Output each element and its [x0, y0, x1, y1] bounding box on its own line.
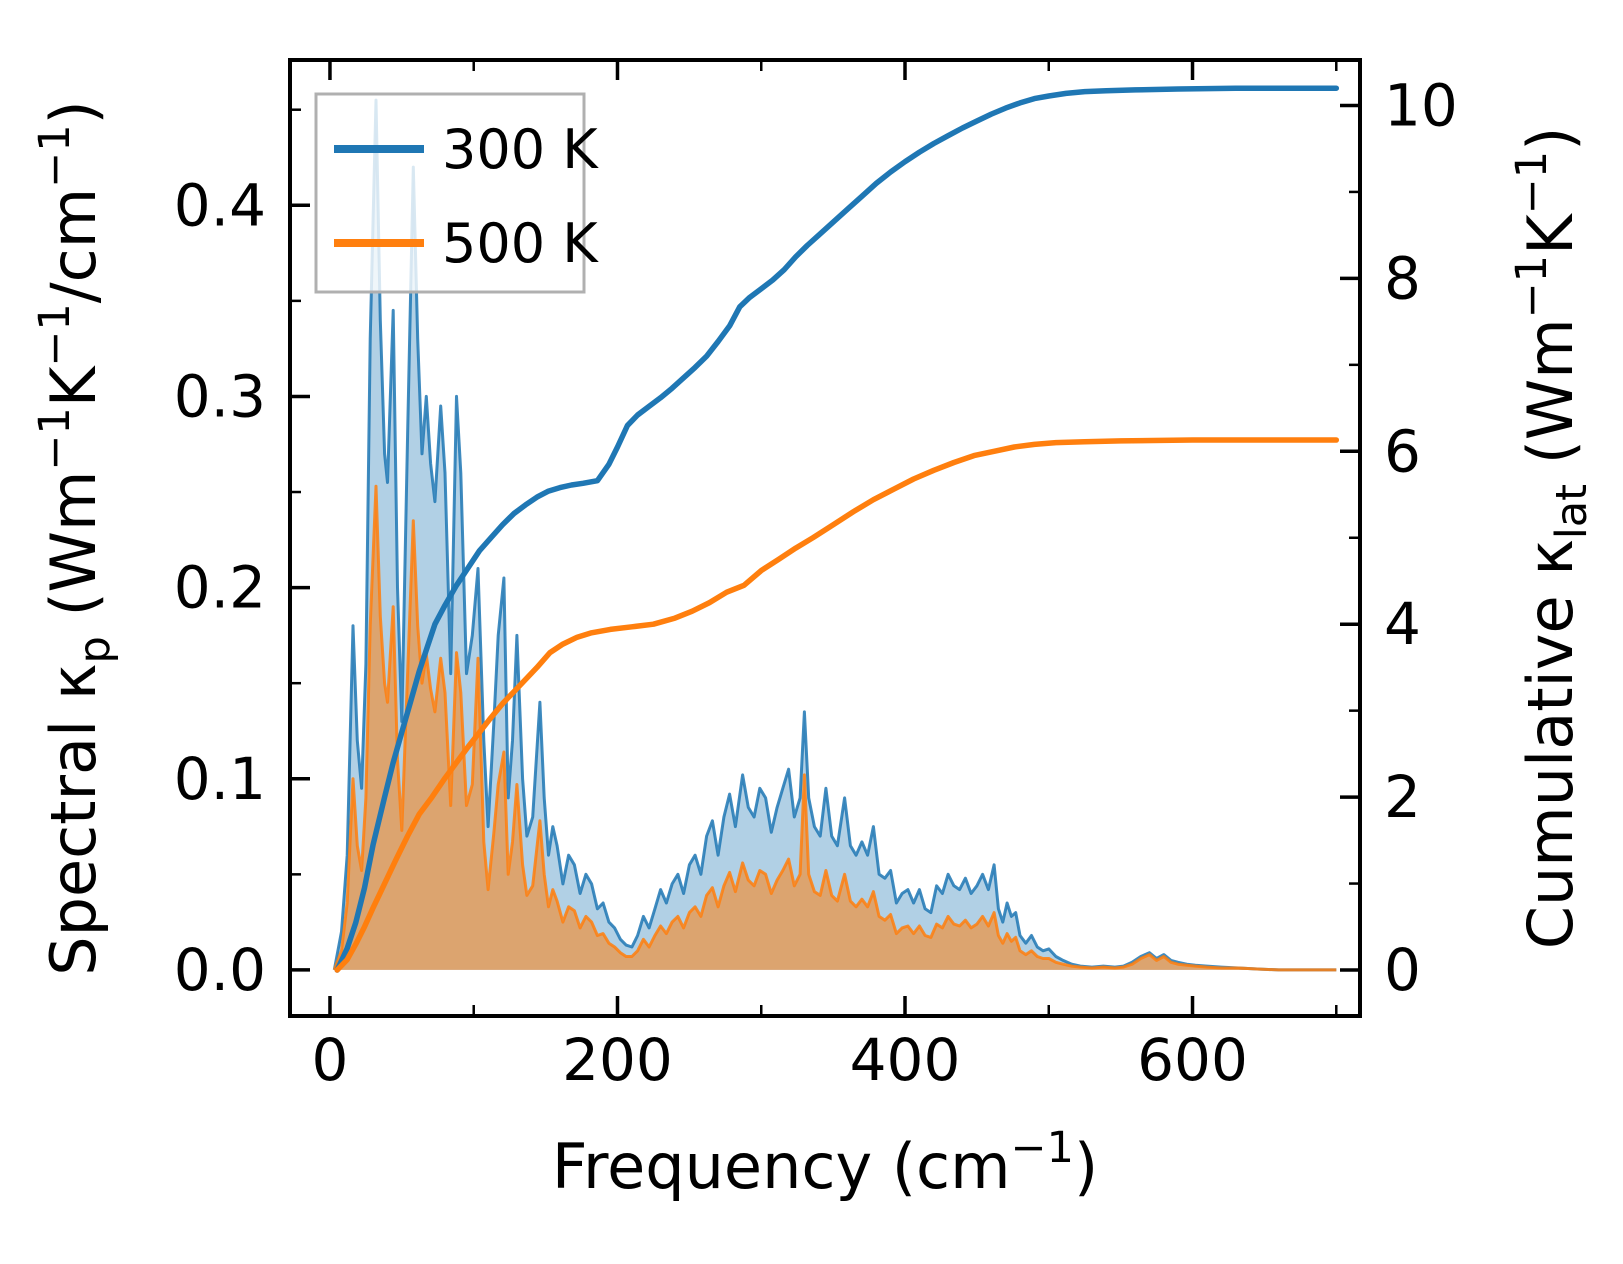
y-left-tick-label: 0.2 [174, 554, 266, 622]
y-right-tick-label: 6 [1384, 417, 1421, 485]
x-tick-label: 200 [562, 1026, 673, 1094]
y-left-tick-label: 0.3 [174, 362, 266, 430]
y-right-axis-label: Cumulative κlat (Wm−1K−1) [1507, 127, 1597, 950]
y-right-tick-label: 4 [1384, 590, 1421, 658]
y-right-tick-label: 2 [1384, 763, 1421, 831]
y-right-tick-label: 10 [1384, 71, 1458, 139]
legend-label: 300 K [442, 118, 599, 181]
cumulative-300k-line [334, 85, 1340, 973]
cumulative-500k-line [334, 437, 1340, 973]
y-right-tick-label: 0 [1384, 936, 1421, 1004]
y-left-tick-label: 0.4 [174, 171, 266, 239]
y-right-tick-label: 8 [1384, 244, 1421, 312]
x-tick-label: 600 [1137, 1026, 1248, 1094]
y-left-tick-label: 0.0 [174, 936, 266, 1004]
spectral-500k-line [332, 484, 1337, 972]
spectral-500k-area [334, 486, 1337, 970]
spectral-300k-line [332, 98, 1337, 972]
y-axis-right: 0 2 4 6 8 10 [1340, 71, 1458, 1004]
x-axis-label: Frequency (cm−1) [552, 1123, 1098, 1203]
legend-label: 500 K [442, 212, 599, 275]
x-axis: 0 200 400 600 [312, 60, 1338, 1094]
x-tick-label: 400 [850, 1026, 961, 1094]
y-left-axis-label: Spectral κp (Wm−1K−1/cm−1) [30, 100, 120, 976]
plot-area [332, 85, 1340, 973]
y-axis-left: 0.0 0.1 0.2 0.3 0.4 [174, 108, 310, 1004]
legend-box [314, 92, 586, 294]
x-tick-label: 0 [312, 1026, 349, 1094]
legend: 300 K 500 K [314, 92, 599, 294]
y-left-tick-label: 0.1 [174, 745, 266, 813]
